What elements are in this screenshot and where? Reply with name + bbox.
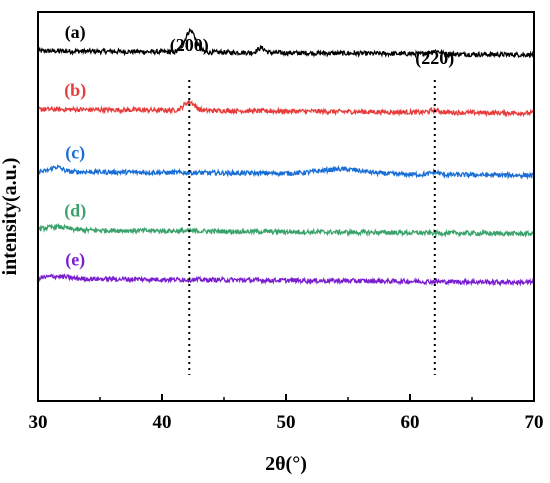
trace-labels-group: (a) (b) (c) (d) (e)	[64, 22, 86, 271]
traces-group	[37, 27, 535, 287]
y-axis-label: intensity(a.u.)	[0, 158, 21, 276]
trace-label: (a)	[65, 22, 86, 43]
trace-a	[37, 27, 535, 59]
x-tick-label: 70	[525, 412, 544, 433]
x-tick-label: 40	[153, 412, 172, 433]
trace-c	[37, 163, 535, 180]
reference-line-label: (200)	[170, 35, 209, 56]
x-tick-label: 50	[277, 412, 296, 433]
trace-e	[37, 273, 535, 287]
trace-d	[37, 223, 535, 238]
reference-lines-group: (200) (220)	[170, 35, 454, 375]
x-tick-label: 60	[401, 412, 420, 433]
plot-frame	[37, 11, 535, 402]
x-axis-label: 2θ(°)	[265, 453, 307, 475]
trace-label: (d)	[64, 201, 86, 222]
x-ticks-group: 30 40 50 60 70	[29, 394, 544, 433]
trace-b	[37, 99, 535, 118]
trace-label: (e)	[65, 249, 85, 270]
x-tick-label: 30	[29, 412, 48, 433]
trace-label: (c)	[65, 142, 85, 163]
trace-label: (b)	[64, 80, 86, 101]
reference-line-label: (220)	[415, 48, 454, 69]
